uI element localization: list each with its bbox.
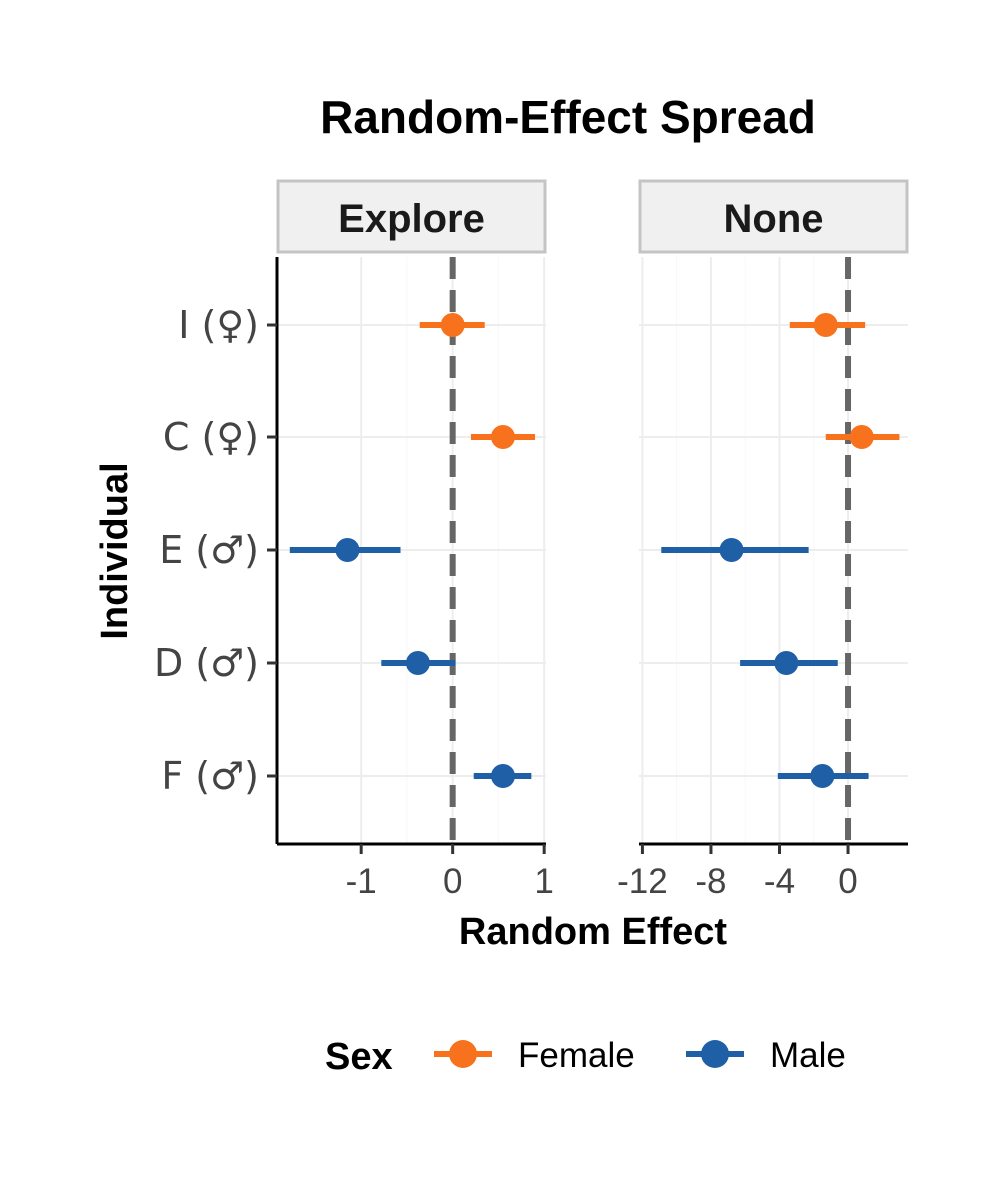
estimate-point — [719, 538, 744, 562]
estimate-point — [490, 425, 515, 449]
point-e-none — [661, 538, 809, 562]
point-f-none — [777, 764, 869, 788]
x-tick-label: -8 — [695, 862, 726, 901]
panel-explore: Explore -1 0 1 — [276, 179, 554, 901]
estimate-point — [849, 425, 874, 449]
estimate-point — [813, 313, 838, 337]
x-tick-label: -1 — [346, 862, 377, 901]
y-axis: I (♀) C (♀) E (♂) D (♂) F (♂) — [154, 257, 279, 844]
legend-title: Sex — [325, 1036, 393, 1078]
estimate-point — [440, 313, 465, 337]
y-tick-label: C (♀) — [163, 415, 259, 459]
strip-label: Explore — [338, 197, 485, 241]
point-d-explore — [381, 651, 456, 675]
point-i-none — [789, 313, 866, 337]
estimate-point — [774, 651, 799, 675]
strip-none — [638, 179, 909, 254]
legend-item-male: Male — [686, 1036, 846, 1075]
panel-none: None -12 -8 -4 0 — [617, 179, 909, 901]
estimate-point — [405, 651, 430, 675]
point-c-none — [825, 425, 900, 449]
y-axis-title: Individual — [94, 462, 136, 639]
x-tick-label: 0 — [838, 862, 857, 901]
strip-label: None — [724, 197, 824, 241]
strip-explore — [276, 179, 547, 254]
chart-title: Random-Effect Spread — [320, 91, 816, 143]
panels: Explore -1 0 1 None -12 -8 -4 0 — [276, 179, 909, 901]
x-axis-title: Random Effect — [459, 911, 727, 953]
legend-key-point — [449, 1040, 477, 1068]
estimate-point — [810, 764, 835, 788]
y-tick-label: D (♂) — [154, 641, 259, 685]
legend-key-point — [701, 1040, 729, 1068]
y-tick-label: E (♂) — [159, 528, 259, 572]
y-tick-label: I (♀) — [178, 303, 259, 347]
point-f-explore — [473, 764, 532, 788]
x-tick-label: -4 — [764, 862, 795, 901]
estimate-point — [490, 764, 515, 788]
x-tick-label: 1 — [534, 862, 553, 901]
point-i-explore — [419, 313, 485, 337]
x-tick-label: 0 — [443, 862, 462, 901]
point-c-explore — [470, 425, 536, 449]
legend-label: Female — [518, 1036, 635, 1075]
y-tick-label: F (♂) — [161, 754, 259, 798]
legend-label: Male — [770, 1036, 846, 1075]
point-d-none — [740, 651, 838, 675]
x-tick-label: -12 — [617, 862, 668, 901]
legend: Sex Female Male — [325, 1036, 846, 1078]
estimate-point — [335, 538, 360, 562]
point-e-explore — [289, 538, 401, 562]
legend-item-female: Female — [434, 1036, 635, 1075]
